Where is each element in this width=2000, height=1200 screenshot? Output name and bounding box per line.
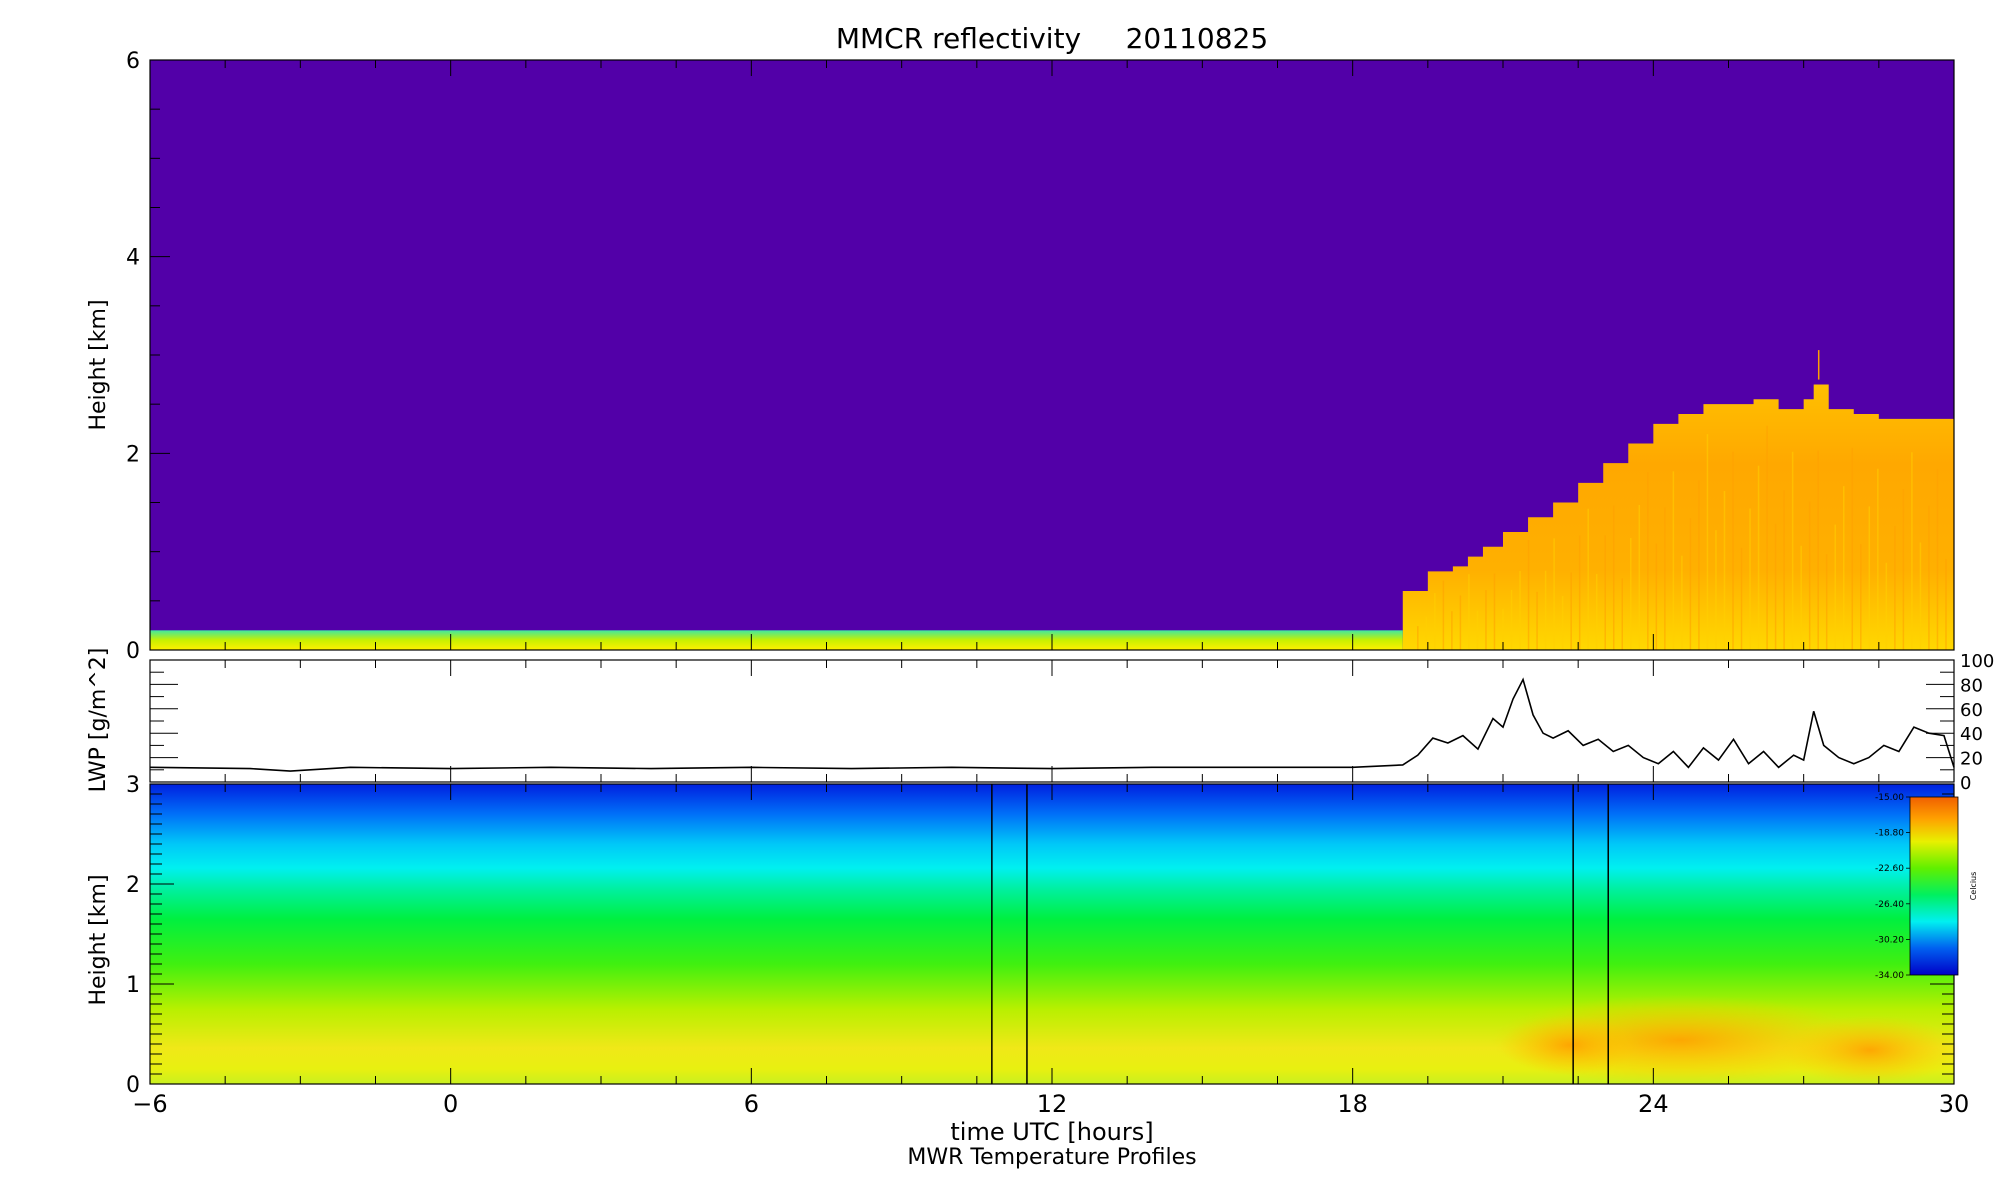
lwp-y-tick-label: 40 bbox=[1960, 724, 1983, 745]
temperature-y-tick-label: 2 bbox=[126, 873, 140, 898]
x-tick-label: 18 bbox=[1337, 1090, 1368, 1118]
colorbar-tick-label: -26.40 bbox=[1875, 900, 1904, 910]
lwp-y-tick-label: 100 bbox=[1960, 651, 1994, 672]
colorbar-tick-label: -18.80 bbox=[1875, 829, 1904, 839]
warm-region-2 bbox=[1780, 1015, 1960, 1085]
x-tick-label: 12 bbox=[1037, 1090, 1068, 1118]
cloud-texture-streaks bbox=[1417, 350, 1947, 650]
x-tick-label: 24 bbox=[1638, 1090, 1669, 1118]
reflectivity-panel bbox=[149, 59, 1955, 651]
missing-data-bars bbox=[991, 784, 1609, 1084]
temperature-panel: -15.00 -18.80 -22.60 -26.40 -30.20 -34.00 Cel… bbox=[149, 783, 1978, 1085]
lwp-y-tick-label: 80 bbox=[1960, 675, 1983, 696]
x-tick-label: 6 bbox=[744, 1090, 759, 1118]
lwp-background bbox=[150, 660, 1954, 782]
chart-title: MMCR reflectivity 20110825 bbox=[836, 22, 1268, 55]
reflectivity-y-tick-label: 4 bbox=[126, 246, 140, 271]
lwp-y-label: LWP [g/m^2] bbox=[86, 648, 111, 793]
lwp-y-tick-label: 0 bbox=[1960, 773, 1971, 794]
x-tick-label: 30 bbox=[1939, 1090, 1970, 1118]
x-axis-sublabel: MWR Temperature Profiles bbox=[907, 1145, 1196, 1170]
warm-region-3 bbox=[1500, 1015, 1640, 1075]
reflectivity-y-tick-label: 2 bbox=[126, 442, 140, 467]
colorbar: -15.00 -18.80 -22.60 -26.40 -30.20 -34.00 Cel… bbox=[1875, 793, 1978, 981]
x-tick-label: −6 bbox=[132, 1090, 167, 1118]
reflectivity-y-tick-label: 0 bbox=[126, 639, 140, 664]
lwp-series-line bbox=[149, 677, 1955, 772]
lwp-y-tick-label: 20 bbox=[1960, 749, 1983, 770]
cloud-echo-region bbox=[1402, 384, 1954, 650]
colorbar-tick-label: -34.00 bbox=[1875, 971, 1904, 981]
temperature-y-label: Height [km] bbox=[86, 874, 111, 1005]
lwp-panel bbox=[149, 659, 1955, 783]
reflectivity-y-tick-label: 6 bbox=[126, 49, 140, 74]
colorbar-tick-label: -15.00 bbox=[1875, 793, 1904, 803]
surface-echo-layer bbox=[150, 630, 1403, 650]
reflectivity-ticks bbox=[149, 59, 1955, 651]
colorbar-ticks: -15.00 -18.80 -22.60 -26.40 -30.20 -34.00 bbox=[1875, 793, 1910, 981]
temperature-y-tick-label: 0 bbox=[126, 1073, 140, 1098]
colorbar-tick-label: -30.20 bbox=[1875, 935, 1904, 945]
colorbar-label: Celcius bbox=[1969, 872, 1978, 901]
colorbar-tick-label: -22.60 bbox=[1875, 864, 1904, 874]
x-tick-label: 0 bbox=[443, 1090, 458, 1118]
lwp-ticks bbox=[149, 659, 1955, 783]
temperature-y-tick-label: 1 bbox=[126, 973, 140, 998]
reflectivity-y-label: Height [km] bbox=[86, 299, 111, 430]
lwp-y-tick-label: 60 bbox=[1960, 700, 1983, 721]
colorbar-gradient bbox=[1909, 796, 1959, 976]
x-axis-label: time UTC [hours] bbox=[950, 1118, 1153, 1146]
temperature-y-tick-label: 3 bbox=[126, 773, 140, 798]
